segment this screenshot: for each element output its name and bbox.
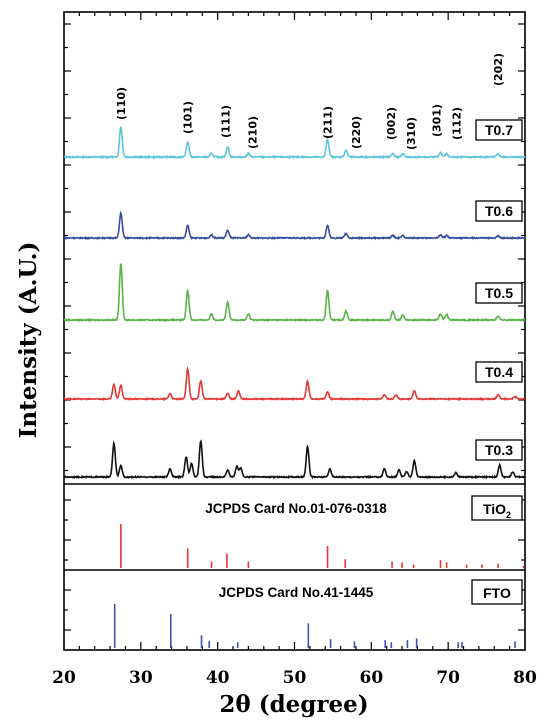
series-label-box (475, 200, 523, 222)
reference-card-label: JCPDS Card No.41-1445 (219, 585, 374, 600)
series-line-t05 (63, 263, 526, 323)
series-label: T0.4 (485, 364, 513, 380)
hkl-label: (210) (246, 116, 259, 149)
x-tick-label: 40 (206, 668, 230, 688)
hkl-label: (110) (115, 87, 128, 120)
y-axis-label: Intensity (A.U.) (15, 242, 42, 439)
hkl-label: (310) (405, 117, 418, 150)
x-tick-label: 80 (513, 668, 537, 688)
series-group (63, 126, 526, 480)
x-tick-label: 70 (436, 668, 460, 688)
series-label-box (475, 361, 523, 383)
series-line-t06 (63, 210, 526, 241)
x-axis-label: 2θ (degree) (219, 691, 368, 718)
hkl-labels: (110) (101) (111) (210) (211) (220) (002) (310)… (115, 53, 505, 150)
x-tick-label: 30 (129, 668, 153, 688)
series-labels: T0.7 T0.6 T0.5 T0.4 T0.3 (475, 119, 523, 461)
series-label-box (475, 439, 523, 461)
x-tick-label: 50 (283, 668, 307, 688)
reference-lines: JCPDS Card No.01-076-0318 TiO2 JCPDS Card … (113, 495, 525, 648)
series-label-box (475, 282, 523, 304)
reference-name-box (471, 495, 523, 521)
hkl-label: (301) (430, 104, 443, 137)
series-label: T0.5 (485, 285, 513, 301)
series-label: T0.3 (485, 442, 513, 458)
hkl-label: (111) (220, 105, 233, 138)
hkl-label: (112) (451, 107, 464, 140)
x-tick-labels: 20 30 40 50 60 70 80 (52, 668, 537, 688)
reference-card-label: JCPDS Card No.01-076-0318 (205, 501, 387, 516)
x-tick-label: 20 (52, 668, 76, 688)
series-line-t04 (63, 366, 526, 402)
series-label-box (475, 119, 523, 141)
series-label: T0.6 (485, 203, 513, 219)
series-label: T0.7 (485, 122, 513, 138)
hkl-label: (101) (182, 101, 195, 134)
reference-name: FTO (483, 585, 511, 601)
hkl-label: (220) (350, 116, 363, 149)
series-line-t07 (63, 126, 526, 160)
reference-name: TiO2 (483, 501, 511, 520)
reference-name-box (471, 579, 523, 605)
hkl-label: (202) (492, 53, 505, 86)
x-tick-label: 60 (359, 668, 383, 688)
series-line-t03 (63, 439, 526, 480)
hkl-label: (211) (322, 106, 335, 139)
hkl-label: (002) (385, 107, 398, 140)
